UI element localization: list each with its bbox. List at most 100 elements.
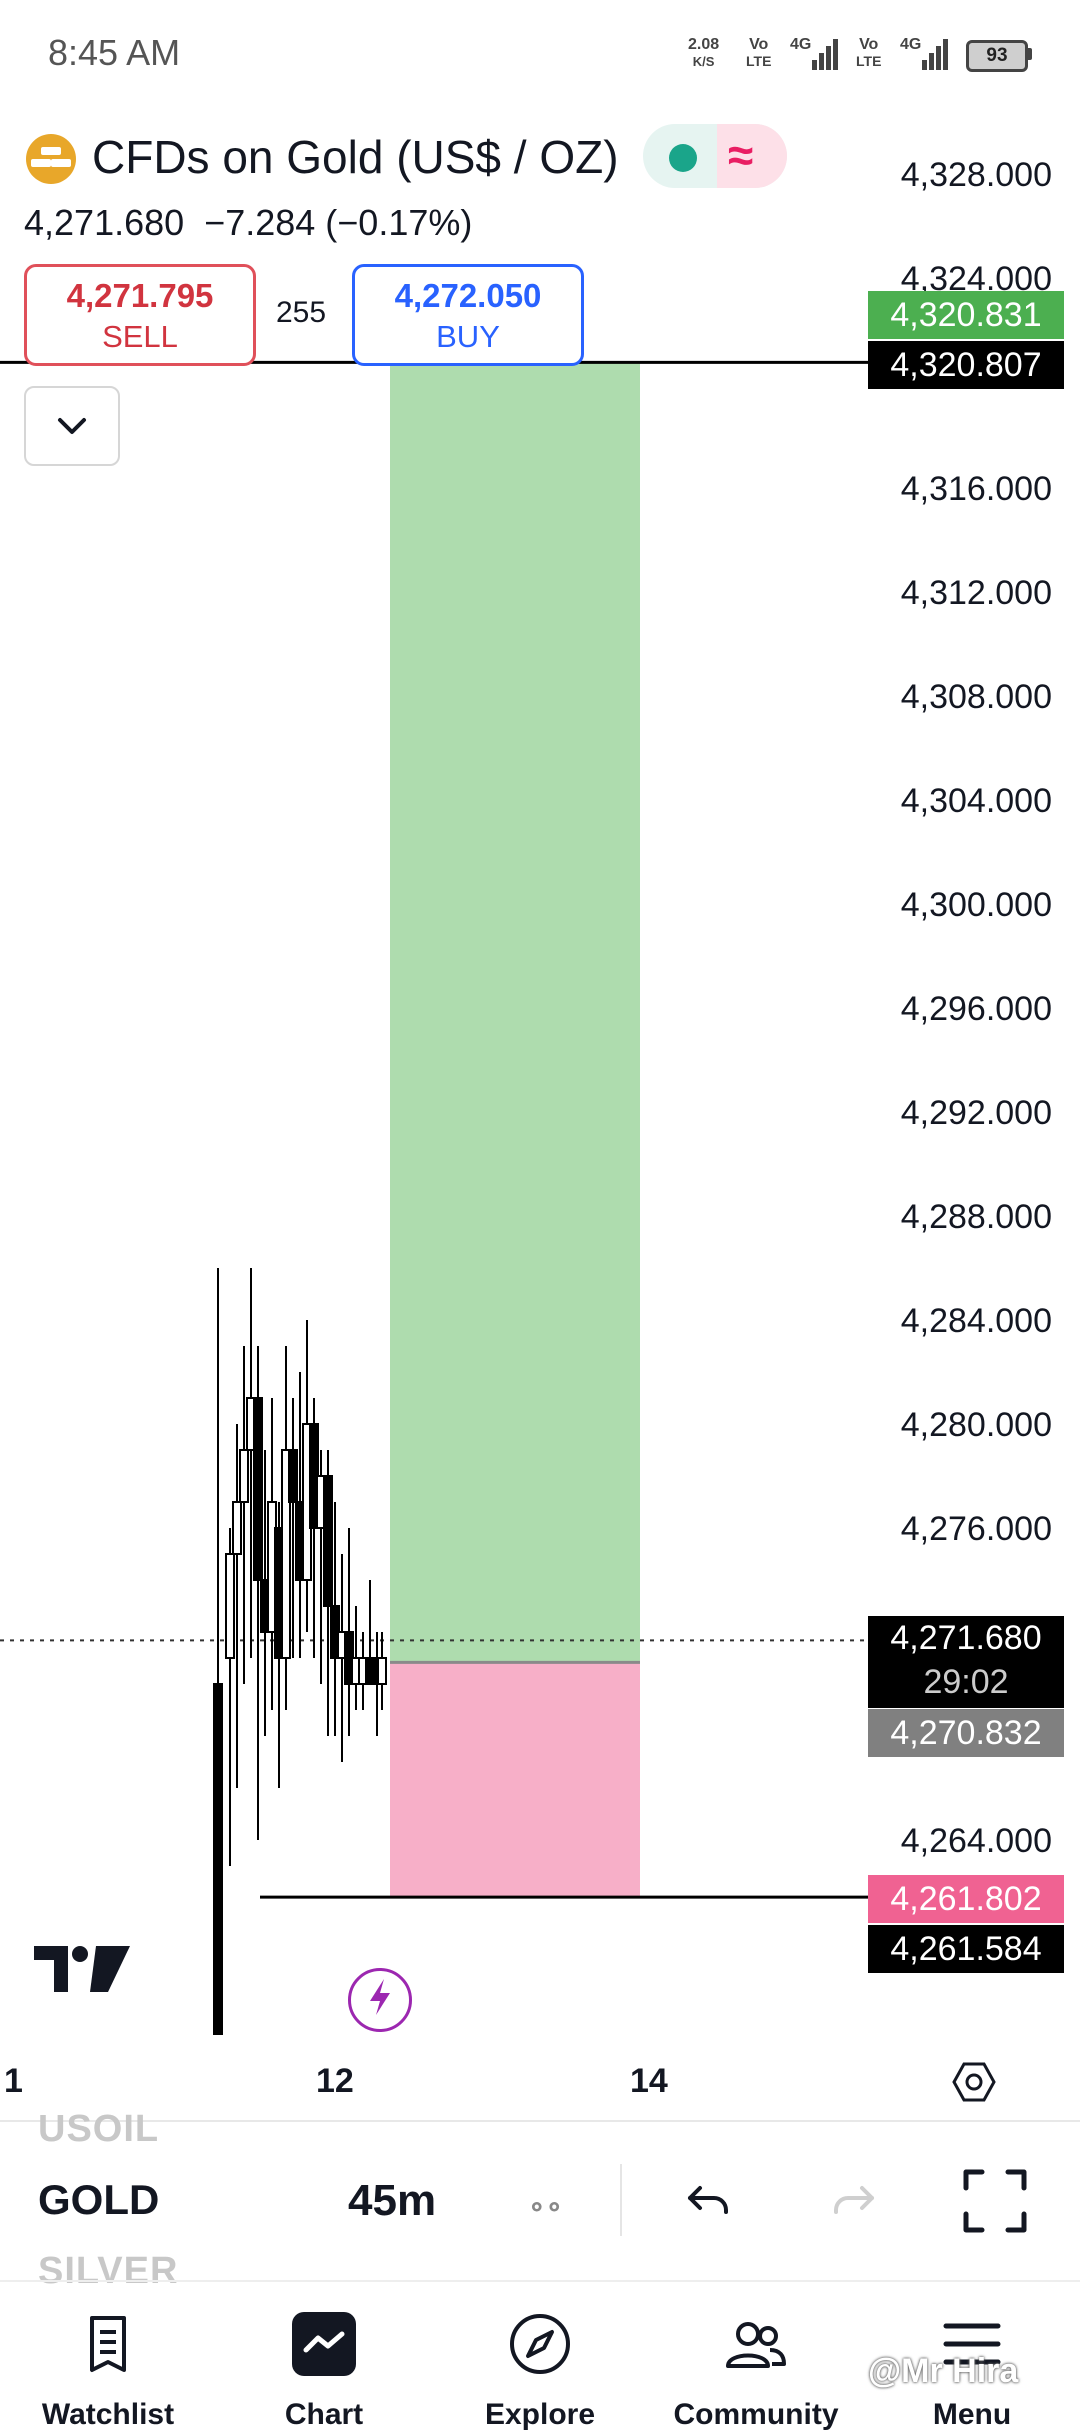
fullscreen-icon[interactable]: [962, 2168, 1028, 2234]
nav-label: Community: [673, 2398, 839, 2431]
time-label: 14: [630, 2062, 668, 2100]
lightning-icon[interactable]: [348, 1968, 412, 2032]
menu-icon: [943, 2323, 1001, 2365]
collapse-button[interactable]: [24, 386, 120, 466]
candle-body: [225, 1553, 235, 1659]
price-tick: 4,288.000: [900, 1198, 1052, 1236]
chart-toolbar: [0, 2122, 1080, 2280]
chevron-down-icon: [58, 418, 86, 434]
lightning-glyph: [370, 1979, 390, 2015]
buy-price: 4,272.050: [394, 277, 542, 314]
spread-value: 255: [276, 296, 327, 329]
time-label: 1: [4, 2062, 23, 2100]
sell-button[interactable]: 4,271.795 SELL: [24, 264, 256, 366]
candle-body: [253, 1397, 263, 1581]
candle-body: [232, 1501, 242, 1555]
volte1-top: Vo: [749, 36, 769, 53]
time-label: 12: [316, 2062, 354, 2100]
price-tick: 4,308.000: [900, 678, 1052, 716]
volte1-indicator: Vo LTE: [746, 36, 771, 70]
nav-label: Watchlist: [41, 2398, 175, 2431]
battery-icon: 93: [966, 40, 1028, 72]
sell-label: SELL: [102, 319, 178, 354]
buy-label: BUY: [436, 319, 500, 354]
net-speed-value: 2.08: [688, 36, 720, 53]
nav-chart[interactable]: Chart: [224, 2290, 424, 2436]
nav-explore[interactable]: Explore: [440, 2290, 640, 2436]
wave-icon[interactable]: ≈: [728, 129, 754, 181]
nav-watchlist[interactable]: Watchlist: [8, 2290, 208, 2436]
status-time: 8:45 AM: [48, 32, 181, 73]
symbol-title[interactable]: CFDs on Gold (US$ / OZ): [92, 131, 619, 183]
price-tick: 4,284.000: [900, 1302, 1052, 1340]
redo-icon[interactable]: [826, 2170, 882, 2226]
indicators-icon[interactable]: ∘∘: [528, 2191, 564, 2222]
tradingview-logo-icon: [34, 1946, 130, 1992]
settings-icon[interactable]: [950, 2058, 998, 2106]
nav-community[interactable]: Community: [656, 2290, 856, 2436]
community-icon: [726, 2322, 786, 2368]
volte2-indicator: Vo LTE: [856, 36, 881, 70]
market-open-dot-icon: [669, 144, 697, 172]
signal-icon-1: [812, 38, 840, 70]
stop-line-badge: 4,261.584: [868, 1925, 1064, 1973]
net-speed-unit: K/S: [692, 54, 715, 69]
bar-countdown: 29:02: [923, 1663, 1009, 1701]
symbol-prev[interactable]: USOIL: [38, 2108, 160, 2150]
chart-icon: [292, 2312, 356, 2376]
sell-price: 4,271.795: [66, 277, 214, 314]
stop-price-badge: 4,261.802: [868, 1875, 1064, 1923]
price-change: −7.284 (−0.17%): [204, 202, 473, 243]
price-tick: 4,292.000: [900, 1094, 1052, 1132]
target-price-badge: 4,320.831: [868, 291, 1064, 339]
network1-type: 4G: [790, 36, 812, 53]
watchlist-icon: [90, 2316, 126, 2372]
candle-body: [377, 1657, 387, 1685]
price-tick: 4,304.000: [900, 782, 1052, 820]
interval-selector[interactable]: 45m: [348, 2176, 437, 2225]
nav-label: Explore: [484, 2398, 596, 2431]
price-tick: 4,328.000: [900, 156, 1052, 194]
price-tick: 4,312.000: [900, 574, 1052, 612]
current-price-badge: 4,271.680 29:02: [868, 1616, 1064, 1708]
nav-label: Chart: [284, 2398, 364, 2431]
market-status-pill[interactable]: [643, 124, 787, 188]
gold-bars-icon: [26, 134, 76, 184]
target-line-badge: 4,320.807: [868, 341, 1064, 389]
compass-icon: [510, 2314, 570, 2374]
buy-button[interactable]: 4,272.050 BUY: [352, 264, 584, 366]
time-axis-border: [0, 2120, 1080, 2122]
price-tick: 4,280.000: [900, 1406, 1052, 1444]
price-chart[interactable]: [0, 120, 868, 2035]
symbol-next[interactable]: SILVER: [38, 2250, 179, 2292]
current-price-value: 4,271.680: [890, 1619, 1042, 1657]
quote-line: 4,271.680 −7.284 (−0.17%): [24, 202, 472, 244]
volte2-top: Vo: [859, 36, 879, 53]
price-tick: 4,276.000: [900, 1510, 1052, 1548]
battery-tip: [1027, 48, 1032, 60]
profit-zone: [390, 362, 640, 1663]
candle-body: [323, 1475, 333, 1607]
candle-body: [288, 1449, 298, 1503]
last-price: 4,271.680: [24, 202, 185, 243]
candle-body: [281, 1449, 291, 1659]
watermark: @Mr Hira: [868, 2352, 1019, 2390]
entry-price-badge: 4,270.832: [868, 1709, 1064, 1757]
network2-type: 4G: [900, 36, 922, 53]
price-tick: 4,296.000: [900, 990, 1052, 1028]
volte1-bottom: LTE: [746, 53, 772, 69]
loss-zone: [390, 1662, 640, 1898]
symbol-selector[interactable]: GOLD: [38, 2176, 160, 2223]
nav-border: [0, 2280, 1080, 2282]
candle-body: [213, 1683, 223, 2035]
net-speed: 2.08 K/S: [688, 36, 719, 70]
nav-label: Menu: [932, 2398, 1012, 2431]
undo-icon[interactable]: [680, 2170, 736, 2226]
volte2-bottom: LTE: [856, 53, 882, 69]
price-tick: 4,264.000: [900, 1822, 1052, 1860]
toolbar-divider: [620, 2164, 622, 2236]
price-tick: 4,316.000: [900, 470, 1052, 508]
nav-menu[interactable]: Menu: [872, 2290, 1072, 2436]
price-tick: 4,300.000: [900, 886, 1052, 924]
signal-icon-2: [922, 38, 950, 70]
